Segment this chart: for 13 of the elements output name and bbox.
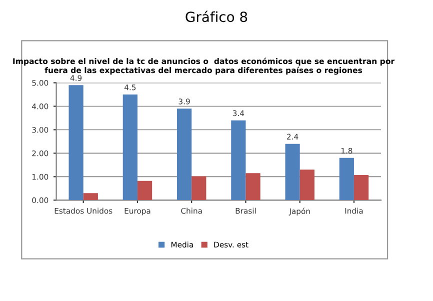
bar xyxy=(285,144,300,200)
bar xyxy=(137,180,152,200)
bar xyxy=(192,176,206,200)
bar xyxy=(122,94,138,200)
bar xyxy=(83,193,98,200)
bar xyxy=(339,158,354,200)
bar xyxy=(300,170,314,200)
bar xyxy=(68,85,84,200)
bar xyxy=(176,108,192,200)
bar xyxy=(246,173,260,200)
bar xyxy=(354,175,369,200)
chart-title: Gráfico 8 xyxy=(186,10,248,22)
bar xyxy=(231,120,246,200)
